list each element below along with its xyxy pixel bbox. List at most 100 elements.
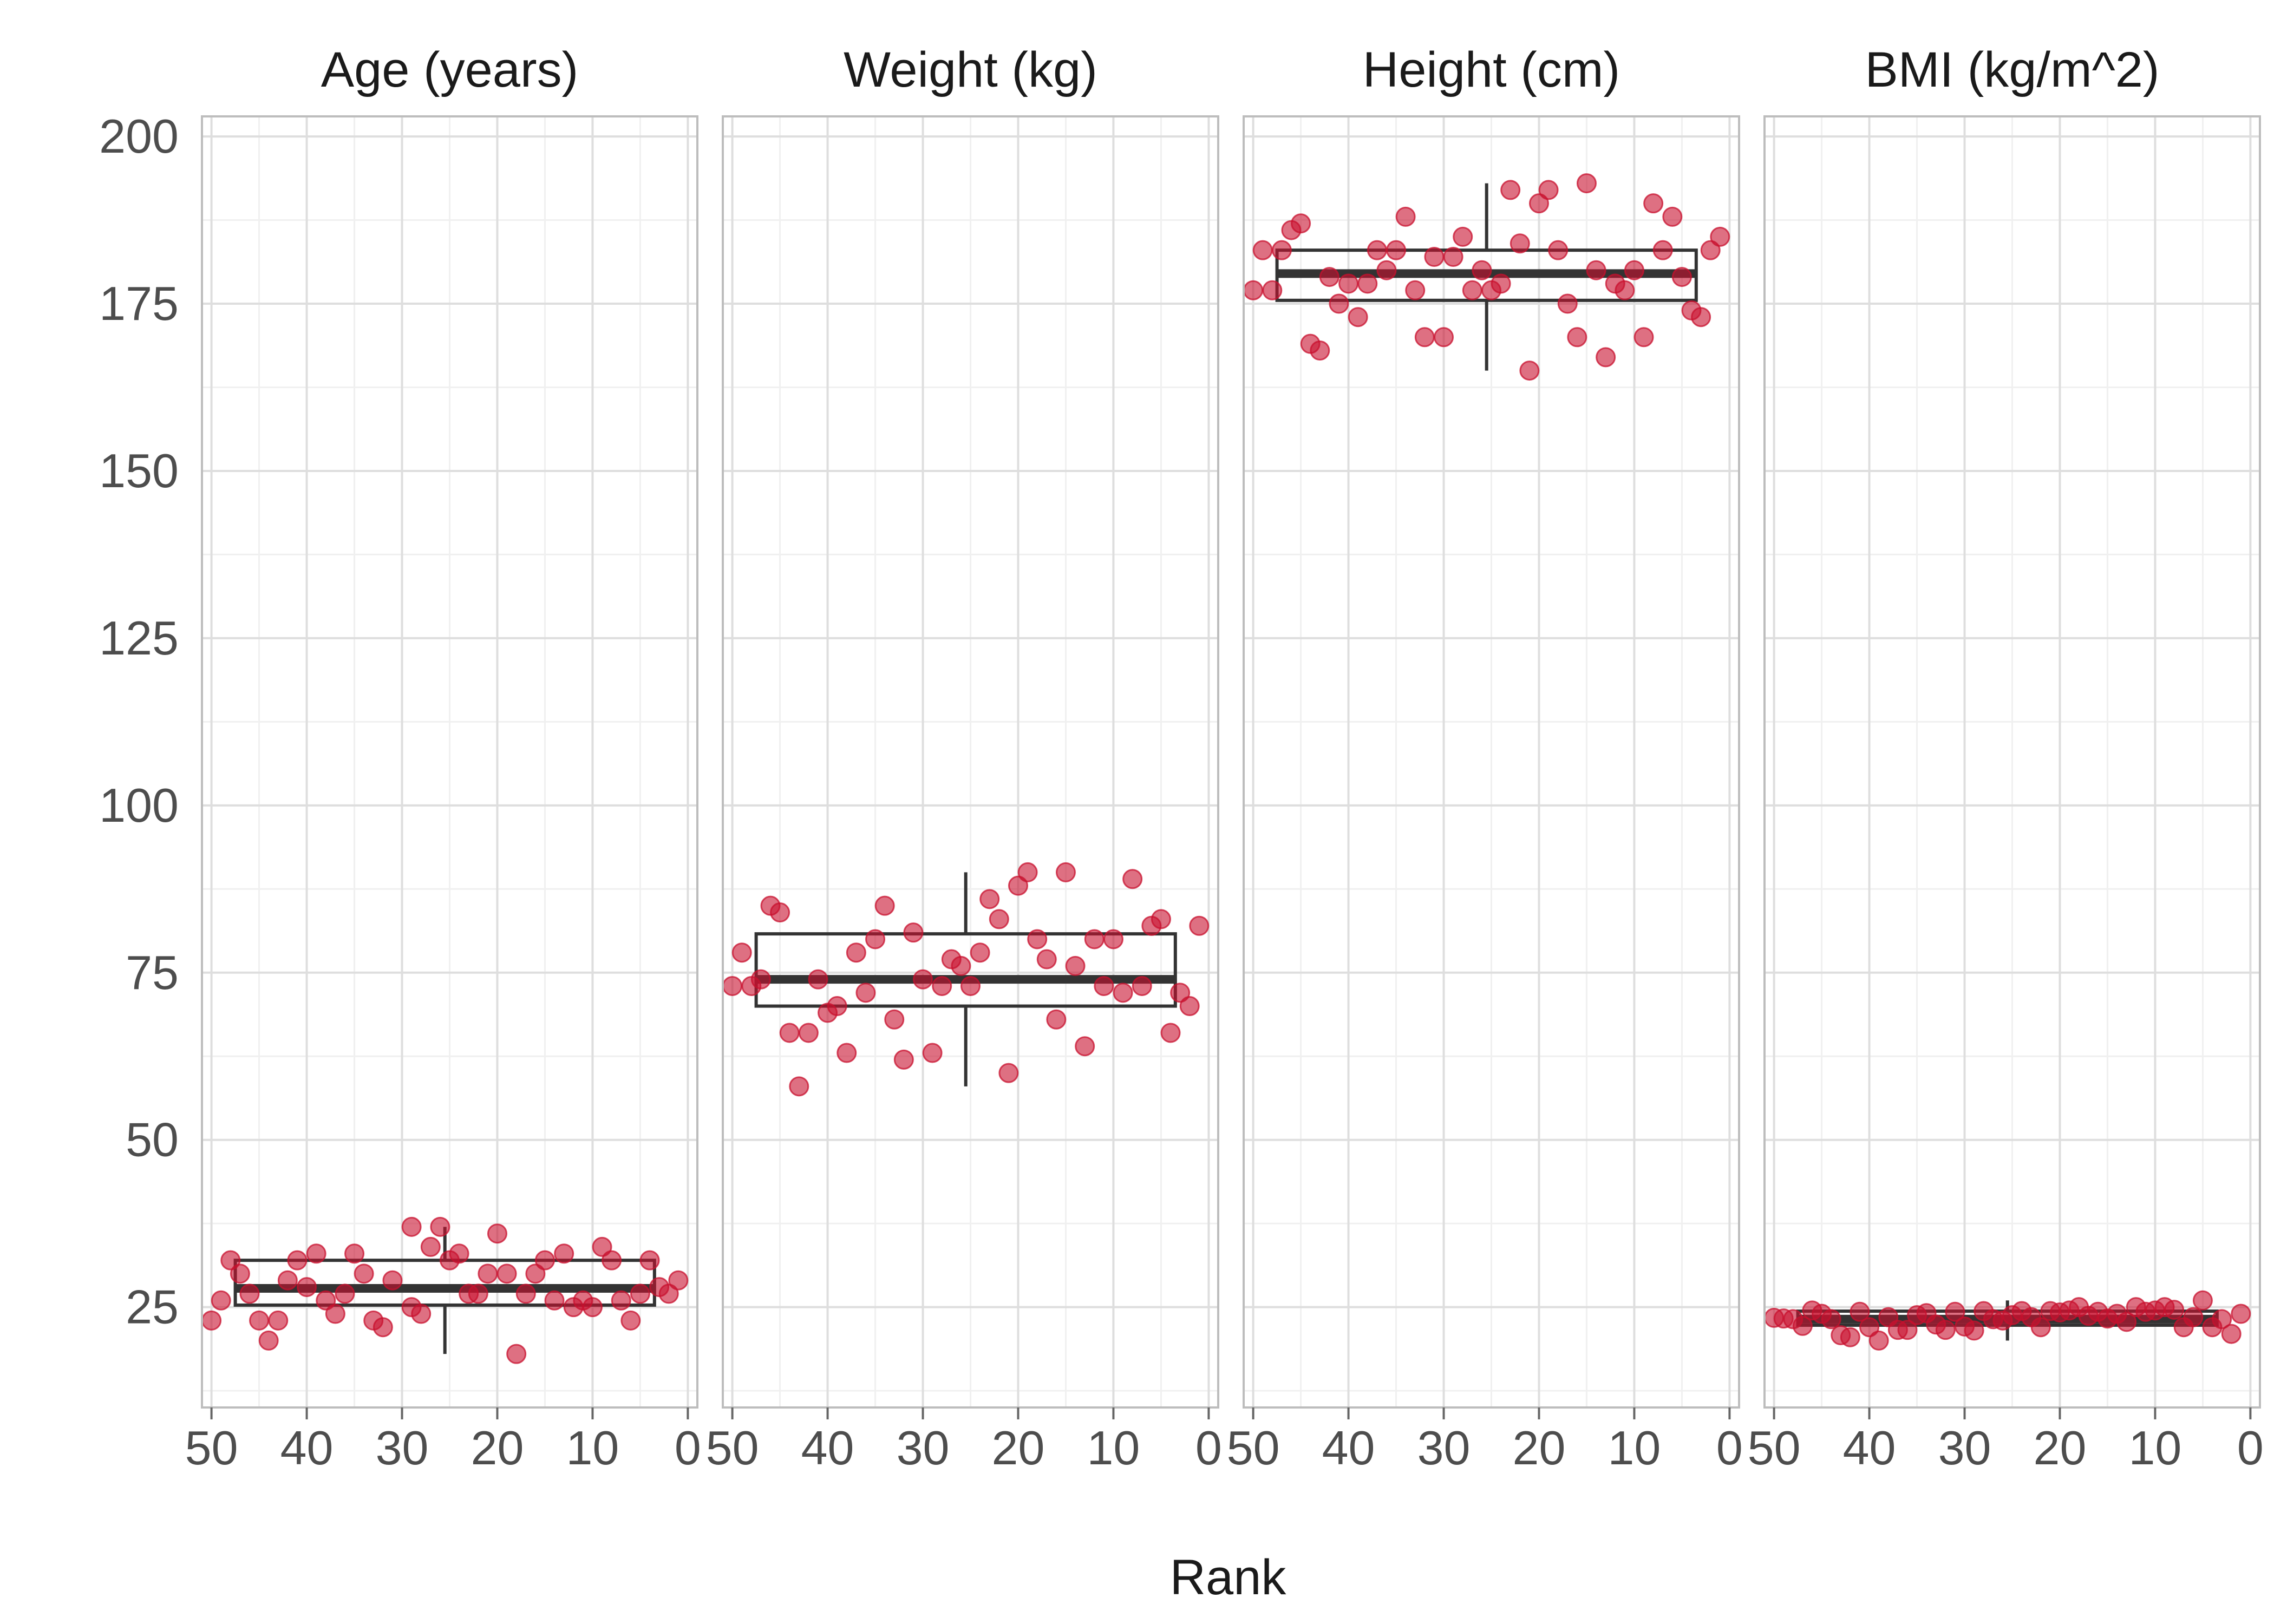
y-tick-label: 50 (126, 1113, 179, 1167)
data-point (1964, 1320, 1984, 1341)
data-point (750, 969, 771, 990)
x-tick-label: 40 (1843, 1421, 1896, 1475)
x-tick-label: 0 (1195, 1421, 1222, 1475)
data-point (611, 1290, 631, 1311)
x-tick-label: 0 (1716, 1421, 1743, 1475)
facet-title: Age (years) (321, 42, 579, 97)
data-point (2030, 1317, 2051, 1338)
x-tick-label: 30 (897, 1421, 950, 1475)
data-point (354, 1263, 374, 1284)
data-point (2192, 1290, 2213, 1311)
data-point (855, 983, 876, 1003)
data-point (268, 1310, 289, 1331)
y-tick-label: 150 (99, 444, 179, 497)
data-point (1189, 915, 1210, 936)
data-point (1348, 307, 1368, 328)
data-point (951, 955, 971, 976)
data-point (306, 1243, 326, 1264)
data-point (297, 1277, 317, 1298)
data-point (1338, 273, 1359, 294)
data-point (1319, 267, 1339, 287)
data-point (837, 1043, 857, 1063)
facet-panel: Weight (kg) 50 40 30 20 10 0 (706, 42, 1222, 1475)
data-point (989, 909, 1009, 929)
data-point (1624, 260, 1644, 280)
data-point (430, 1216, 450, 1237)
data-point (998, 1063, 1019, 1083)
data-point (487, 1223, 507, 1244)
x-tick-label: 10 (2128, 1421, 2181, 1475)
x-tick-label: 30 (1938, 1421, 1991, 1475)
data-point (1357, 273, 1378, 294)
data-point (1840, 1327, 1860, 1347)
data-point (525, 1263, 546, 1284)
data-point (325, 1304, 345, 1324)
facet-title: Height (cm) (1363, 42, 1620, 97)
data-point (1310, 340, 1330, 361)
data-point (478, 1263, 498, 1284)
data-point (722, 975, 743, 996)
data-point (1472, 260, 1492, 280)
data-point (1084, 929, 1105, 949)
data-point (1633, 327, 1654, 348)
data-point (496, 1263, 517, 1284)
data-point (808, 969, 828, 990)
data-point (798, 1023, 819, 1043)
x-tick-label: 40 (280, 1421, 334, 1475)
data-point (893, 1049, 914, 1070)
data-point (506, 1344, 527, 1364)
data-point (316, 1290, 336, 1311)
data-point (1017, 862, 1038, 882)
data-point (1557, 293, 1578, 314)
data-point (1046, 1009, 1067, 1030)
data-point (913, 969, 933, 990)
data-point (2183, 1307, 2204, 1327)
facet-panel: BMI (kg/m^2) 50 40 30 20 10 0 (1748, 42, 2264, 1475)
data-point (344, 1243, 365, 1264)
panel-border (1763, 115, 2261, 1409)
data-point (1262, 280, 1283, 300)
data-point (211, 1290, 231, 1311)
facet-panel: Height (cm) 50 40 30 20 10 0 (1227, 42, 1743, 1475)
x-tick-label: 50 (1748, 1421, 1801, 1475)
data-point (1821, 1309, 1841, 1330)
data-point (1576, 173, 1597, 194)
data-point (1538, 180, 1559, 200)
data-point (731, 942, 752, 963)
data-point (1122, 869, 1143, 889)
data-point (1376, 260, 1397, 280)
data-point (1710, 226, 1730, 247)
data-point (1671, 267, 1692, 287)
x-tick-label: 40 (1322, 1421, 1375, 1475)
data-point (1945, 1301, 1965, 1322)
y-tick-label: 100 (99, 778, 179, 832)
data-point (903, 922, 924, 943)
data-point (2221, 1324, 2242, 1344)
data-point (779, 1023, 800, 1043)
x-tick-label: 0 (2237, 1421, 2264, 1475)
data-point (1453, 226, 1473, 247)
x-tick-label: 0 (675, 1421, 701, 1475)
data-point (382, 1270, 403, 1291)
data-point (874, 895, 895, 916)
data-point (1094, 975, 1114, 996)
data-point (335, 1284, 355, 1304)
data-point (668, 1270, 689, 1291)
data-point (1491, 273, 1511, 294)
data-point (201, 1310, 222, 1331)
panel-border (1243, 115, 1740, 1409)
data-point (592, 1236, 612, 1257)
data-point (1868, 1330, 1889, 1351)
data-point (239, 1284, 260, 1304)
data-point (1424, 247, 1445, 267)
data-point (2212, 1309, 2232, 1330)
data-point (1386, 240, 1407, 260)
data-point (1528, 193, 1549, 214)
data-point (1132, 975, 1152, 996)
data-point (620, 1310, 641, 1331)
facet-title: BMI (kg/m^2) (1865, 42, 2159, 97)
data-point (1792, 1315, 1813, 1336)
x-tick-label: 20 (2034, 1421, 2087, 1475)
data-point (1329, 293, 1349, 314)
y-tick-label: 25 (126, 1280, 179, 1334)
